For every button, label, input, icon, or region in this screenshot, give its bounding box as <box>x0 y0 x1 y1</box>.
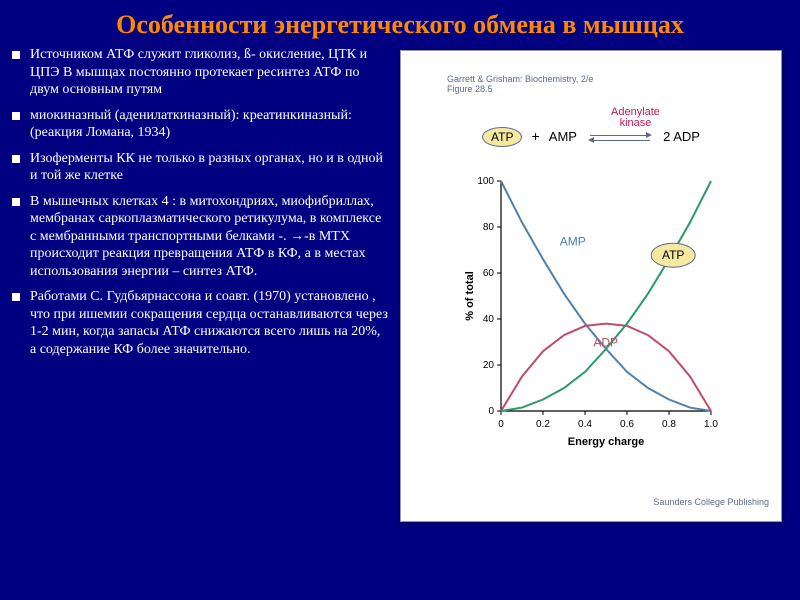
svg-text:100: 100 <box>477 176 494 187</box>
reversible-arrow <box>590 133 650 143</box>
bullet-text: Изоферменты КК не только в разных органа… <box>30 150 388 185</box>
bullet-text: В мышечных клетках 4 : в митохондриях, м… <box>30 193 388 281</box>
svg-text:% of total: % of total <box>464 271 476 321</box>
svg-text:0: 0 <box>488 406 494 417</box>
svg-text:40: 40 <box>483 314 495 325</box>
svg-text:60: 60 <box>483 268 495 279</box>
product-adp: 2 ADP <box>663 129 700 144</box>
content-area: Источником АТФ служит гликолиз, ß- окисл… <box>0 46 800 522</box>
enzyme-label: Adenylatekinase <box>611 107 660 129</box>
bullet-marker <box>12 155 20 163</box>
svg-text:0.8: 0.8 <box>662 419 676 430</box>
svg-text:0.4: 0.4 <box>578 419 592 430</box>
reactant-atp: ATP <box>482 127 522 147</box>
svg-text:0: 0 <box>498 419 504 430</box>
svg-text:0.2: 0.2 <box>536 419 550 430</box>
svg-text:0.6: 0.6 <box>620 419 634 430</box>
bullet-list: Источником АТФ служит гликолиз, ß- окисл… <box>8 46 388 522</box>
reactant-amp: AMP <box>549 129 577 144</box>
bullet-text: миокиназный (аденилаткиназный): креатинк… <box>30 107 388 142</box>
bullet-marker <box>12 51 20 59</box>
bullet-item: Работами С. Гудбьярнассона и соавт. (197… <box>8 288 388 358</box>
figure-panel: Garrett & Grisham: Biochemistry, 2/e Fig… <box>400 50 782 522</box>
energy-charge-chart: 0 20 40 60 80 100 0 0.2 0.4 0.6 0.8 1.0 Energy charg… <box>461 171 721 451</box>
figure-reference: Garrett & Grisham: Biochemistry, 2/e Fig… <box>447 75 593 95</box>
figure-credit: Saunders College Publishing <box>653 497 769 507</box>
plus-sign: + <box>532 128 540 144</box>
svg-text:AMP: AMP <box>560 234 586 248</box>
bullet-item: Источником АТФ служит гликолиз, ß- окисл… <box>8 46 388 99</box>
svg-text:20: 20 <box>483 360 495 371</box>
reaction-equation: Adenylatekinase ATP + AMP 2 ADP <box>401 127 781 147</box>
bullet-marker <box>12 198 20 206</box>
slide-title: Особенности энергетического обмена в мыш… <box>0 0 800 46</box>
bullet-item: В мышечных клетках 4 : в митохондриях, м… <box>8 193 388 281</box>
svg-text:ADP: ADP <box>593 336 618 350</box>
bullet-marker <box>12 293 20 301</box>
bullet-text: Источником АТФ служит гликолиз, ß- окисл… <box>30 46 388 99</box>
svg-text:ATP: ATP <box>662 248 684 262</box>
bullet-text: Работами С. Гудбьярнассона и соавт. (197… <box>30 288 388 358</box>
svg-text:1.0: 1.0 <box>704 419 718 430</box>
bullet-item: миокиназный (аденилаткиназный): креатинк… <box>8 107 388 142</box>
svg-text:Energy charge: Energy charge <box>568 436 644 448</box>
bullet-marker <box>12 112 20 120</box>
bullet-item: Изоферменты КК не только в разных органа… <box>8 150 388 185</box>
svg-text:80: 80 <box>483 222 495 233</box>
